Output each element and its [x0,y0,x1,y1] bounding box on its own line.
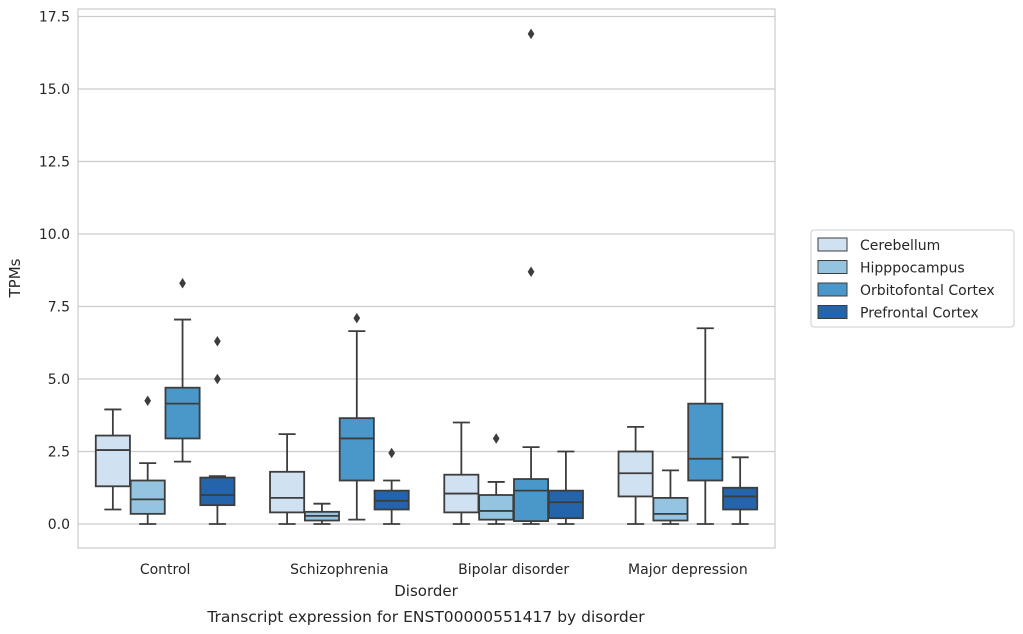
box-iqr [199,476,236,507]
outlier-point [144,395,152,406]
legend-swatch [817,305,848,319]
box-1-4 [199,336,236,525]
x-tick-label: Major depression [628,562,748,578]
box-3-4 [547,450,584,525]
box-iqr [94,434,131,488]
box-2-4 [373,447,410,525]
box-2-1 [269,433,306,525]
legend-label: Cerebellum [860,238,940,254]
y-tick-label: 17.5 [39,10,70,26]
y-tick-labels: 0.0 2.5 5.0 7.5 10.0 12.5 15.0 17.5 [39,10,70,534]
x-tick-labels: Control Schizophrenia Bipolar disorder Majo… [140,562,748,578]
y-tick-label: 15.0 [39,82,70,98]
box-iqr [547,489,584,520]
boxes [94,28,759,525]
legend-label: Prefrontal Cortex [860,306,979,322]
box-4-1 [617,425,654,525]
box-1-3 [164,278,201,463]
box-1-1 [94,408,131,511]
box-iqr [164,386,201,440]
y-tick-label: 2.5 [48,445,70,461]
y-axis-label: TPMs [6,258,24,298]
box-iqr [338,417,375,482]
box-iqr [513,478,550,522]
box-iqr [129,479,166,515]
y-tick-label: 0.0 [48,517,70,533]
box-3-1 [443,421,480,525]
x-tick-label: Bipolar disorder [458,562,569,578]
legend-label: Orbitofontal Cortex [860,283,995,299]
x-axis-label: Disorder [394,582,458,600]
legend-swatch [817,260,848,274]
box-iqr [687,402,724,482]
box-3-3 [513,28,550,525]
y-tick-label: 7.5 [48,300,70,316]
outlier-point [527,28,535,40]
y-grid [78,15,775,525]
outlier-point [353,312,361,324]
box-4-4 [722,456,759,525]
y-tick-label: 12.5 [39,155,70,171]
legend: Cerebellum Hipppocampus Orbitofontal Corte… [810,229,1015,328]
box-4-3 [687,327,724,525]
outlier-point [214,336,221,347]
box-2-2 [303,502,340,525]
box-iqr [478,494,515,521]
legend-swatch [817,282,848,297]
outlier-point [214,373,221,385]
outlier-point [179,278,186,289]
box-1-2 [129,395,166,525]
box-2-3 [338,312,375,521]
x-tick-label: Control [140,562,191,578]
y-tick-label: 10.0 [39,227,70,243]
outlier-point [388,447,396,459]
y-tick-label: 5.0 [48,372,70,388]
legend-item: Orbitofontal Cortex [817,282,995,299]
box-iqr [269,470,306,514]
figure-caption: Transcript expression for ENST0000055141… [206,608,645,626]
plot-frame [77,8,776,549]
box-iqr [652,496,689,522]
box-4-2 [652,469,689,525]
legend-swatch [817,237,848,252]
x-tick-label: Schizophrenia [290,562,388,578]
outlier-point [492,433,500,444]
legend-item: Hipppocampus [817,260,965,277]
box-iqr [722,486,759,511]
legend-frame [810,229,1015,328]
legend-label: Hipppocampus [860,261,965,277]
outlier-point [527,266,535,277]
legend-item: Cerebellum [817,237,940,254]
legend-item: Prefrontal Cortex [817,305,979,322]
